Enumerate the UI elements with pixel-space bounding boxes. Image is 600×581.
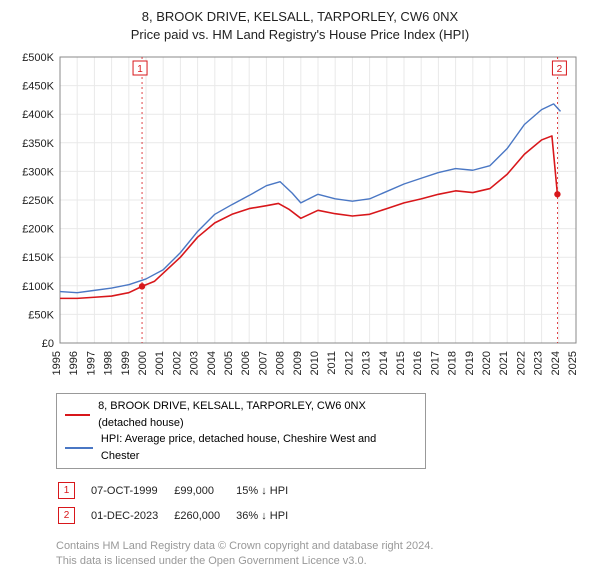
x-tick-label: 2011: [326, 351, 338, 375]
marker-row-delta: 15% ↓ HPI: [236, 479, 302, 502]
x-tick-label: 2022: [515, 351, 527, 375]
marker-row-date: 01-DEC-2023: [91, 504, 172, 527]
plot-area: £0 £50K £100K £150K £200K £250K £300K £350K £400…: [12, 51, 588, 383]
x-tick-label: 1999: [120, 351, 132, 375]
marker-row-num: 2: [58, 504, 89, 527]
x-tick-label: 2018: [447, 351, 459, 375]
chart-title-1: 8, BROOK DRIVE, KELSALL, TARPORLEY, CW6 …: [12, 8, 588, 26]
footer-line-1: Contains HM Land Registry data © Crown c…: [56, 539, 588, 554]
x-tick-label: 2014: [378, 351, 390, 375]
marker-row: 201-DEC-2023£260,00036% ↓ HPI: [58, 504, 302, 527]
y-tick-label: £450K: [22, 81, 54, 93]
x-tick-label: 2013: [361, 351, 373, 375]
x-tick-label: 2012: [343, 351, 355, 375]
marker-box-num: 1: [137, 64, 143, 75]
x-tick-label: 2024: [550, 351, 562, 375]
marker-point: [139, 283, 145, 289]
x-tick-label: 2023: [533, 351, 545, 375]
chart-title-2: Price paid vs. HM Land Registry's House …: [12, 26, 588, 44]
x-tick-label: 2015: [395, 351, 407, 375]
x-tick-label: 2005: [223, 351, 235, 375]
legend-swatch: [65, 414, 90, 416]
y-tick-label: £100K: [22, 281, 54, 293]
y-tick-label: £50K: [28, 309, 54, 321]
legend-label: 8, BROOK DRIVE, KELSALL, TARPORLEY, CW6 …: [98, 398, 417, 431]
x-tick-label: 2002: [171, 351, 183, 375]
marker-point: [554, 191, 560, 197]
footer-note: Contains HM Land Registry data © Crown c…: [56, 539, 588, 569]
legend-box: 8, BROOK DRIVE, KELSALL, TARPORLEY, CW6 …: [56, 393, 426, 469]
y-tick-label: £300K: [22, 166, 54, 178]
marker-row-delta: 36% ↓ HPI: [236, 504, 302, 527]
x-tick-label: 2025: [567, 351, 579, 375]
marker-row: 107-OCT-1999£99,00015% ↓ HPI: [58, 479, 302, 502]
y-tick-label: £150K: [22, 252, 54, 264]
x-tick-label: 2001: [154, 351, 166, 375]
x-tick-label: 2020: [481, 351, 493, 375]
marker-row-price: £260,000: [174, 504, 234, 527]
y-tick-label: £0: [42, 338, 54, 350]
y-tick-label: £400K: [22, 109, 54, 121]
y-tick-label: £250K: [22, 195, 54, 207]
x-tick-label: 2021: [498, 351, 510, 375]
x-tick-label: 2007: [257, 351, 269, 375]
marker-row-date: 07-OCT-1999: [91, 479, 172, 502]
legend-label: HPI: Average price, detached house, Ches…: [101, 431, 417, 464]
marker-box-num: 2: [557, 64, 563, 75]
marker-row-price: £99,000: [174, 479, 234, 502]
x-tick-label: 2019: [464, 351, 476, 375]
y-tick-label: £200K: [22, 224, 54, 236]
footer-line-2: This data is licensed under the Open Gov…: [56, 554, 588, 569]
x-tick-label: 2008: [275, 351, 287, 375]
x-tick-label: 2003: [189, 351, 201, 375]
marker-table: 107-OCT-1999£99,00015% ↓ HPI201-DEC-2023…: [56, 477, 304, 529]
chart-container: 8, BROOK DRIVE, KELSALL, TARPORLEY, CW6 …: [0, 0, 600, 581]
x-tick-label: 1995: [51, 351, 63, 375]
x-tick-label: 2006: [240, 351, 252, 375]
legend-swatch: [65, 447, 93, 449]
x-tick-label: 2016: [412, 351, 424, 375]
chart-svg: £0 £50K £100K £150K £200K £250K £300K £350K £400…: [12, 51, 588, 383]
x-tick-label: 2009: [292, 351, 304, 375]
y-tick-label: £500K: [22, 52, 54, 64]
x-tick-label: 2000: [137, 351, 149, 375]
marker-row-num: 1: [58, 479, 89, 502]
x-tick-label: 1998: [103, 351, 115, 375]
legend-row: 8, BROOK DRIVE, KELSALL, TARPORLEY, CW6 …: [65, 398, 417, 431]
x-tick-label: 2004: [206, 351, 218, 375]
x-tick-label: 1996: [68, 351, 80, 375]
legend-row: HPI: Average price, detached house, Ches…: [65, 431, 417, 464]
x-tick-label: 1997: [85, 351, 97, 375]
x-tick-label: 2017: [429, 351, 441, 375]
y-tick-label: £350K: [22, 138, 54, 150]
x-tick-label: 2010: [309, 351, 321, 375]
